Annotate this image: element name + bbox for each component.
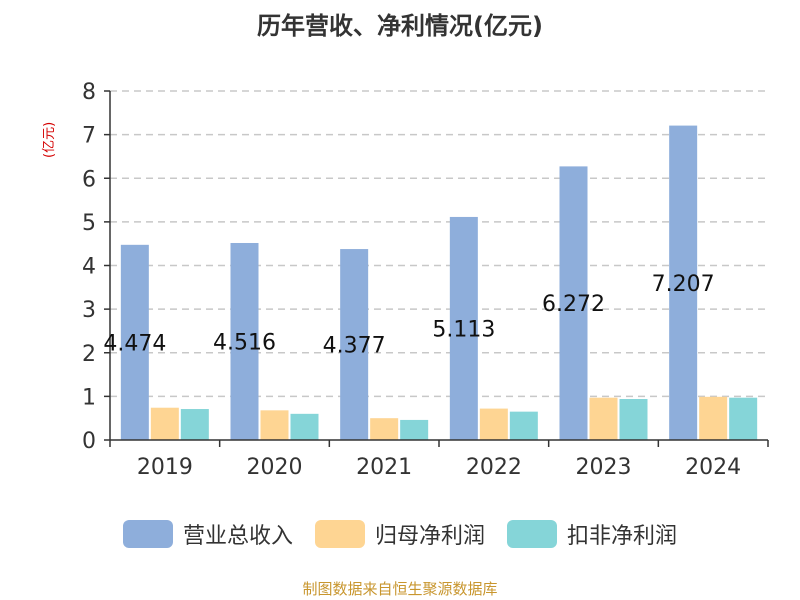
legend: 营业总收入 归母净利润 扣非净利润 [0,518,800,550]
y-tick-label: 5 [82,211,96,236]
x-tick-label: 2022 [466,455,522,480]
axes: 0 1 2 3 4 5 6 7 8 2019 2020 2021 2022 2023 2024 [82,80,769,480]
bar [449,216,478,440]
legend-item[interactable]: 归母净利润 [314,518,485,550]
bar [729,397,758,440]
bar [400,419,429,440]
y-tick-label: 4 [82,255,96,280]
bar [150,407,179,440]
y-tick-label: 1 [82,385,96,410]
y-tick-label: 3 [82,298,96,323]
bar [669,125,698,440]
y-tick-label: 7 [82,124,96,149]
bar [509,411,538,440]
legend-label: 营业总收入 [182,524,293,549]
bar [290,413,319,440]
data-labels: 4.474 4.516 4.377 5.113 6.272 7.207 [103,272,714,359]
legend-swatch [507,520,557,548]
chart-title: 历年营收、净利情况(亿元) [257,12,543,40]
legend-swatch [314,520,365,548]
x-tick-label: 2021 [356,455,412,480]
bar [559,166,588,440]
bar [120,244,149,440]
data-label: 5.113 [432,317,495,342]
y-tick-label: 2 [82,342,96,367]
x-tick-label: 2024 [685,455,741,480]
legend-label: 归母净利润 [374,524,485,549]
bar [619,398,648,440]
y-tick-label: 0 [82,429,96,454]
y-tick-label: 6 [82,167,96,192]
data-label: 7.207 [652,272,715,297]
bar [260,410,289,440]
y-tick-label: 8 [82,80,96,105]
data-label: 4.474 [103,331,166,356]
x-tick-label: 2019 [137,455,193,480]
bar [370,418,399,440]
bar [340,249,369,440]
bar [230,242,259,440]
legend-item[interactable]: 扣非净利润 [507,518,677,550]
x-tick-label: 2020 [247,455,303,480]
data-label: 4.377 [323,334,386,359]
bar [180,409,209,440]
bar [589,397,618,440]
bar [699,396,728,440]
bar [479,408,508,440]
data-label: 4.516 [213,330,276,355]
legend-item[interactable]: 营业总收入 [122,518,293,550]
legend-swatch [122,520,173,548]
data-label: 6.272 [542,292,605,317]
x-tick-label: 2023 [576,455,632,480]
bars [120,125,758,440]
source-note: 制图数据来自恒生聚源数据库 [302,580,498,598]
legend-label: 扣非净利润 [567,524,678,549]
grid-lines [110,90,768,398]
